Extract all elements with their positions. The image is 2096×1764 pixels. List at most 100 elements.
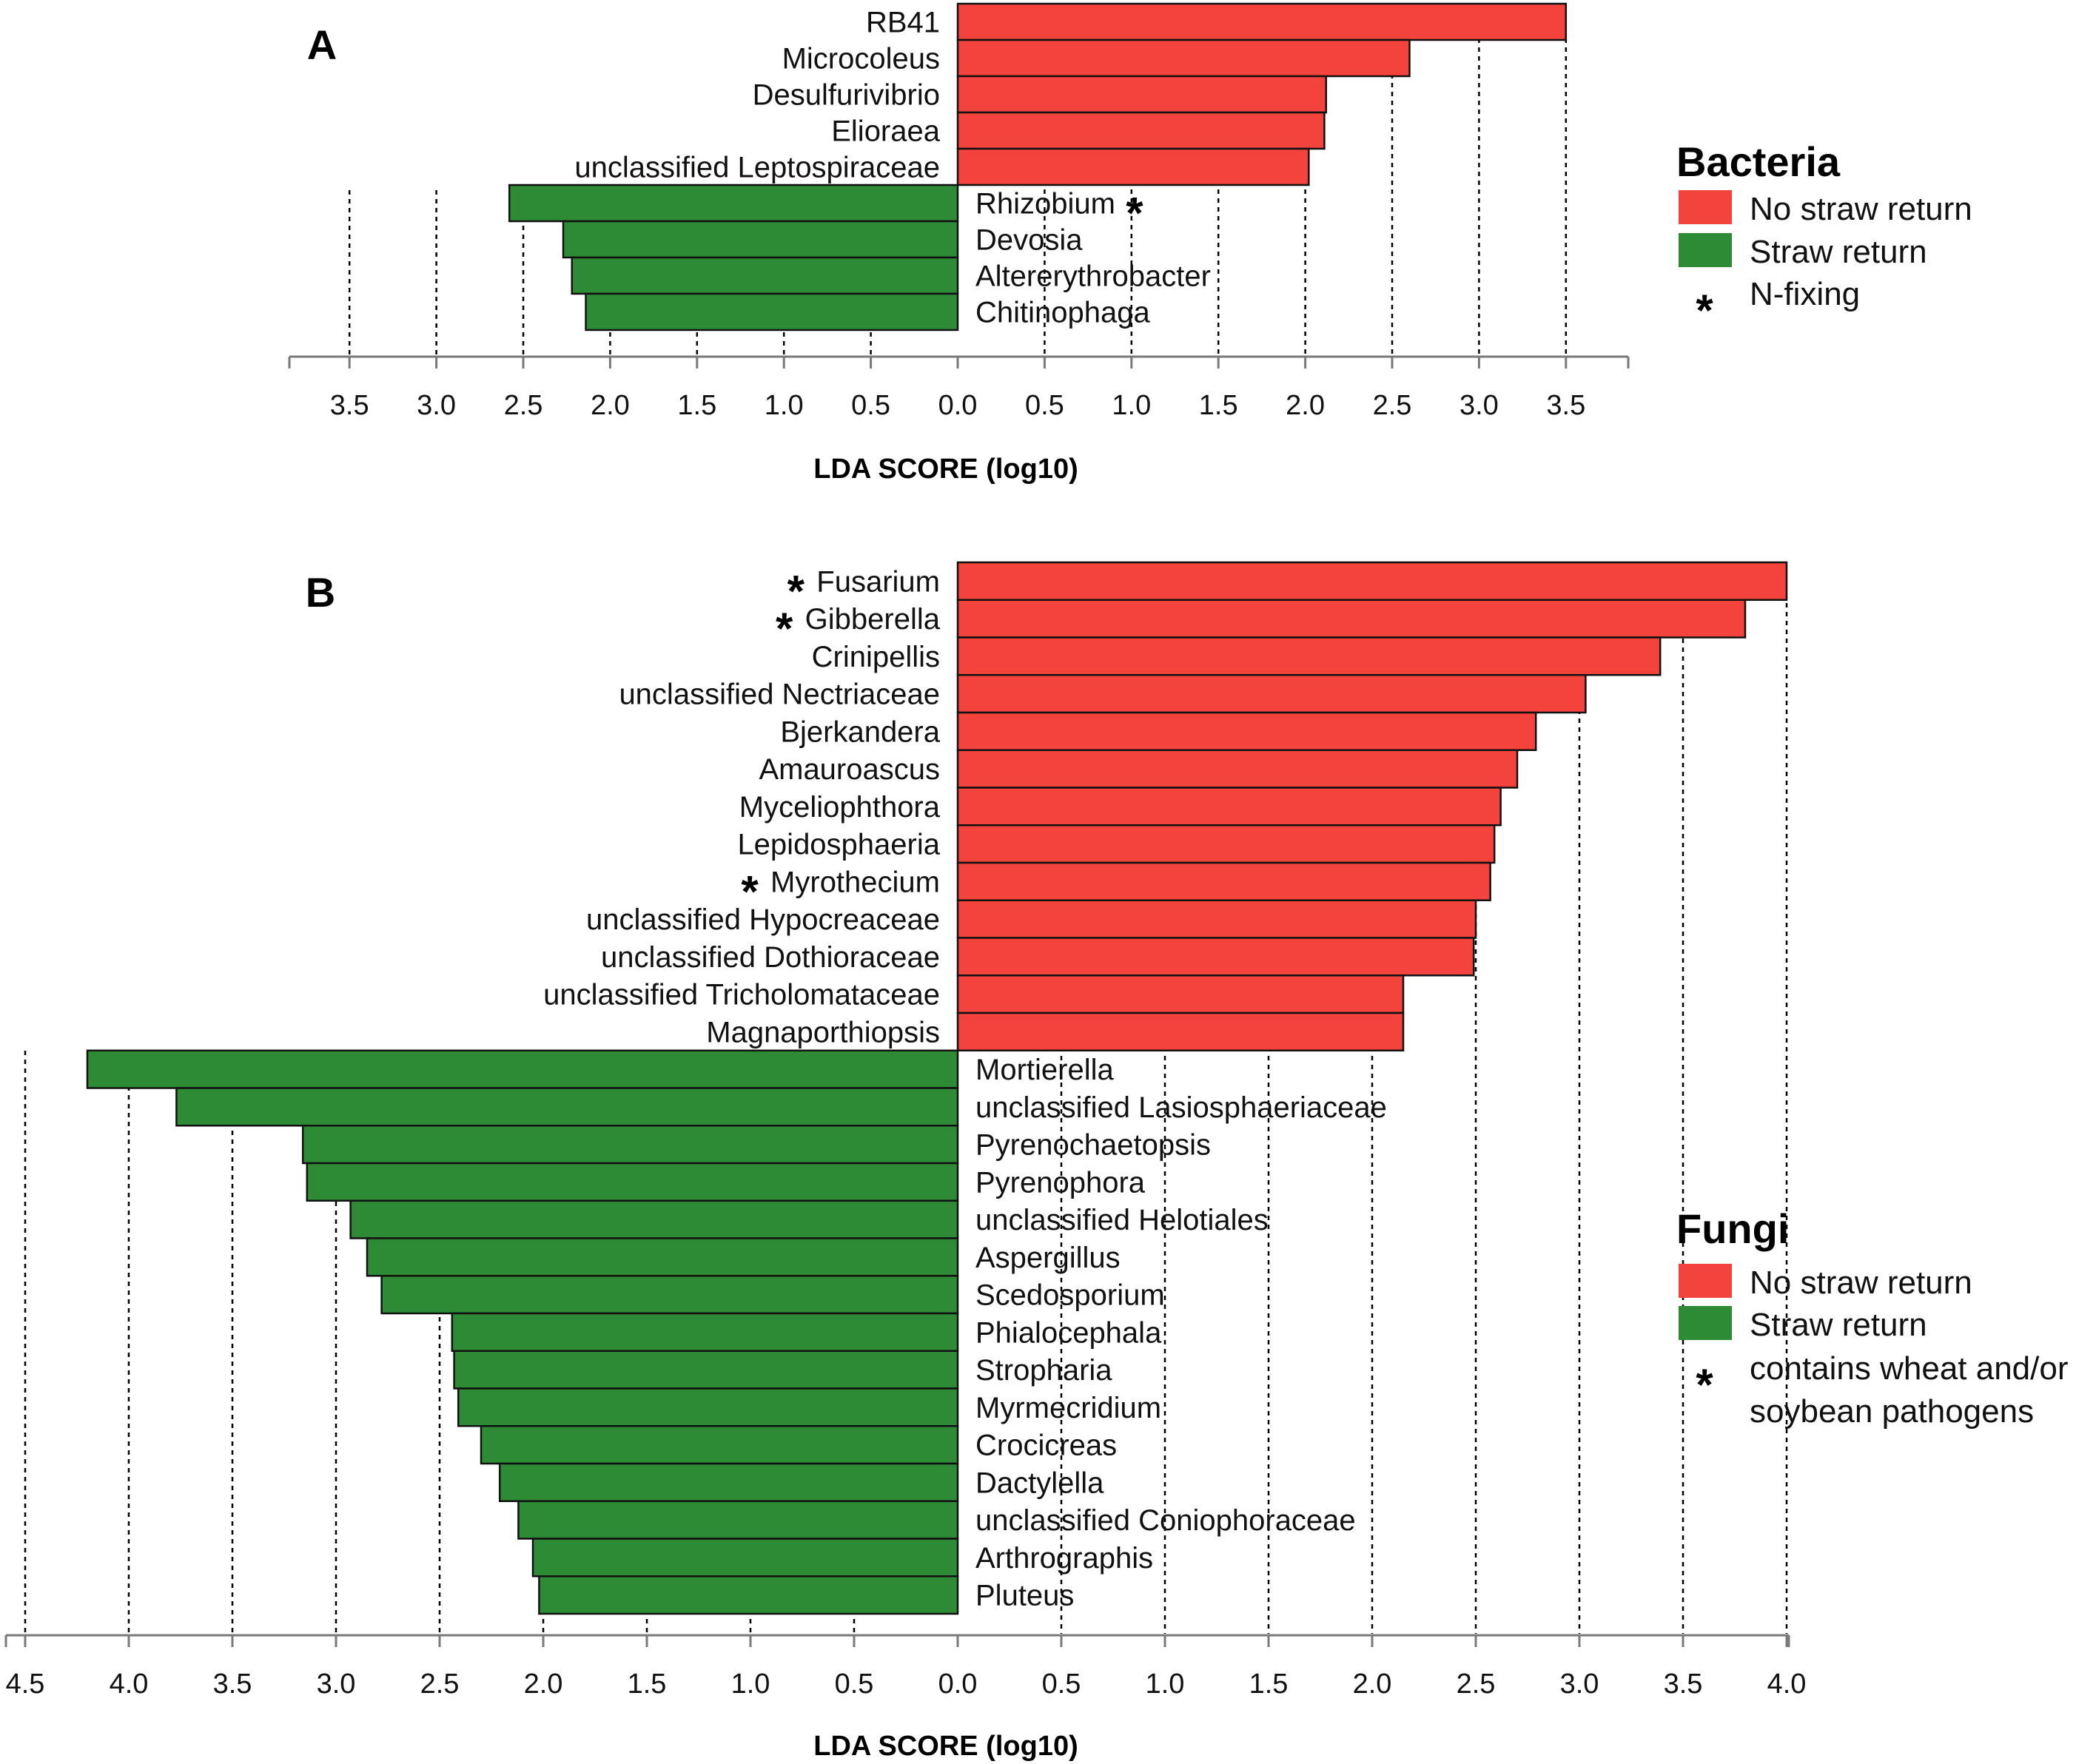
category-label: Stropharia xyxy=(975,1354,1112,1387)
category-label: Pyrenochaetopsis xyxy=(975,1129,1211,1162)
bar-no-straw xyxy=(956,711,1537,751)
x-tick-label: 4.0 xyxy=(1767,1669,1807,1700)
panel-b-chart: B Fusarium*Gibberella*Crinipellisunclassi… xyxy=(4,561,2069,1762)
x-tick-label: 2.0 xyxy=(524,1669,563,1700)
bar-no-straw xyxy=(956,38,1411,78)
category-label: unclassified Leptospiraceae xyxy=(574,152,940,184)
bar-no-straw xyxy=(956,974,1405,1014)
x-tick-label: 0.0 xyxy=(938,1669,978,1700)
x-axis-title: LDA SCORE (log10) xyxy=(813,1731,1078,1762)
category-label: Aspergillus xyxy=(975,1242,1121,1274)
x-tick-label: 2.5 xyxy=(1373,390,1412,421)
bar-no-straw xyxy=(956,111,1326,150)
bar-no-straw xyxy=(956,2,1568,41)
bar-straw xyxy=(380,1275,959,1315)
legend-title: Fungi xyxy=(1676,1205,1789,1252)
bar-straw xyxy=(585,292,959,331)
category-label: unclassified Dothioraceae xyxy=(601,941,940,974)
x-tick-label: 1.0 xyxy=(765,390,804,421)
category-label: Bjerkandera xyxy=(780,716,940,748)
bar-no-straw xyxy=(956,75,1328,114)
x-tick-label: 3.0 xyxy=(317,1669,356,1700)
category-label: Myrothecium xyxy=(770,866,940,898)
category-label: unclassified Helotiales xyxy=(975,1204,1269,1236)
bar-straw xyxy=(175,1087,959,1127)
category-label: Crinipellis xyxy=(812,641,940,673)
category-label: Mortierella xyxy=(975,1054,1114,1086)
x-tick-label: 1.5 xyxy=(1249,1669,1289,1700)
bar-no-straw xyxy=(956,787,1502,827)
bar-no-straw xyxy=(956,674,1587,714)
n-fixing-star-icon: * xyxy=(1126,189,1143,238)
x-tick-label: 2.0 xyxy=(591,390,630,421)
x-tick-label: 2.0 xyxy=(1286,390,1325,421)
x-tick-label: 3.5 xyxy=(213,1669,252,1700)
category-label: Scedosporium xyxy=(975,1279,1165,1312)
category-label: unclassified Hypocreaceae xyxy=(586,903,940,936)
x-tick-label: 1.5 xyxy=(1199,390,1238,421)
legend-label: Straw return xyxy=(1750,1307,1927,1343)
category-label: Magnaporthiopsis xyxy=(706,1016,940,1048)
legend-label: Straw return xyxy=(1750,234,1927,270)
legend-star-label: contains wheat and/or xyxy=(1750,1350,2069,1387)
category-label: unclassified Tricholomataceae xyxy=(543,979,940,1011)
category-label: Desulfurivibrio xyxy=(753,79,940,112)
category-label: Myrmecridium xyxy=(975,1392,1161,1424)
bar-no-straw xyxy=(956,147,1310,186)
bar-straw xyxy=(480,1425,959,1465)
bar-no-straw xyxy=(956,561,1788,601)
pathogen-star-icon: * xyxy=(787,566,805,616)
bar-straw xyxy=(498,1462,959,1502)
pathogen-star-icon: * xyxy=(741,866,759,916)
category-label: Crocicreas xyxy=(975,1430,1117,1462)
bar-no-straw xyxy=(956,1011,1405,1051)
x-tick-label: 4.0 xyxy=(110,1669,149,1700)
legend-star-label: N-fixing xyxy=(1750,276,1860,312)
x-tick-label: 1.0 xyxy=(1146,1669,1185,1700)
x-tick-label: 4.5 xyxy=(6,1669,45,1700)
category-label: Chitinophaga xyxy=(975,297,1150,329)
bar-straw xyxy=(366,1237,959,1277)
x-tick-label: 0.5 xyxy=(851,390,890,421)
legend-swatch xyxy=(1679,1306,1732,1340)
legend-label: No straw return xyxy=(1750,1265,1972,1301)
category-label: Microcoleus xyxy=(782,43,940,75)
legend-title: Bacteria xyxy=(1676,138,1841,185)
x-tick-label: 0.0 xyxy=(938,390,978,421)
x-tick-label: 1.0 xyxy=(731,1669,770,1700)
bar-no-straw xyxy=(956,937,1475,977)
x-tick-label: 3.0 xyxy=(1460,390,1499,421)
x-tick-label: 0.5 xyxy=(1042,1669,1081,1700)
bar-no-straw xyxy=(956,861,1491,901)
category-label: Devosia xyxy=(975,224,1083,257)
category-label: Fusarium xyxy=(816,565,940,598)
category-label: Lepidosphaeria xyxy=(737,829,940,861)
legend-swatch xyxy=(1679,233,1732,267)
category-label: Dactylella xyxy=(975,1467,1104,1499)
bar-straw xyxy=(306,1162,959,1202)
bar-no-straw xyxy=(956,636,1662,676)
bar-straw xyxy=(517,1500,959,1540)
x-tick-label: 3.5 xyxy=(330,390,369,421)
x-tick-label: 2.5 xyxy=(420,1669,460,1700)
category-label: Phialocephala xyxy=(975,1316,1162,1349)
panel-label: B xyxy=(306,569,335,616)
bar-no-straw xyxy=(956,749,1519,789)
bar-straw xyxy=(571,256,959,295)
x-tick-label: 2.5 xyxy=(504,390,543,421)
bar-straw xyxy=(451,1312,959,1352)
x-tick-label: 0.5 xyxy=(1025,390,1064,421)
bar-no-straw xyxy=(956,824,1496,864)
category-label: unclassified Coniophoraceae xyxy=(975,1504,1356,1537)
x-tick-label: 2.0 xyxy=(1353,1669,1392,1700)
x-tick-label: 3.0 xyxy=(1560,1669,1599,1700)
bar-straw xyxy=(301,1125,959,1165)
x-tick-label: 3.5 xyxy=(1546,390,1585,421)
bar-straw xyxy=(86,1049,959,1089)
x-tick-label: 2.5 xyxy=(1457,1669,1496,1700)
bar-straw xyxy=(453,1350,959,1390)
legend-swatch xyxy=(1679,1264,1732,1298)
legend-label: No straw return xyxy=(1750,191,1972,227)
